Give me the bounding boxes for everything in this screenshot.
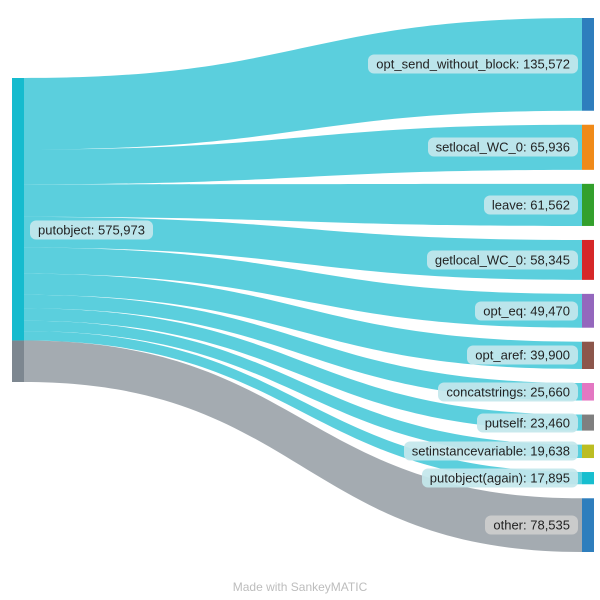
node-label: opt_eq: 49,470 (475, 301, 578, 320)
node-label: putobject: 575,973 (30, 221, 153, 240)
node-label: opt_aref: 39,900 (467, 346, 578, 365)
node-label: putobject(again): 17,895 (422, 469, 578, 488)
node-label: leave: 61,562 (484, 195, 578, 214)
credit-text: Made with SankeyMATIC (0, 580, 600, 594)
sankey-chart: putobject: 575,973 opt_send_without_block… (0, 0, 600, 600)
node-label: setlocal_WC_0: 65,936 (428, 138, 578, 157)
node-label: setinstancevariable: 19,638 (404, 442, 578, 461)
node-label: concatstrings: 25,660 (438, 382, 578, 401)
sankey-svg (0, 0, 600, 600)
node-label: getlocal_WC_0: 58,345 (427, 250, 578, 269)
node-label: putself: 23,460 (477, 413, 578, 432)
node-label: opt_send_without_block: 135,572 (368, 55, 578, 74)
node-label: other: 78,535 (485, 516, 578, 535)
